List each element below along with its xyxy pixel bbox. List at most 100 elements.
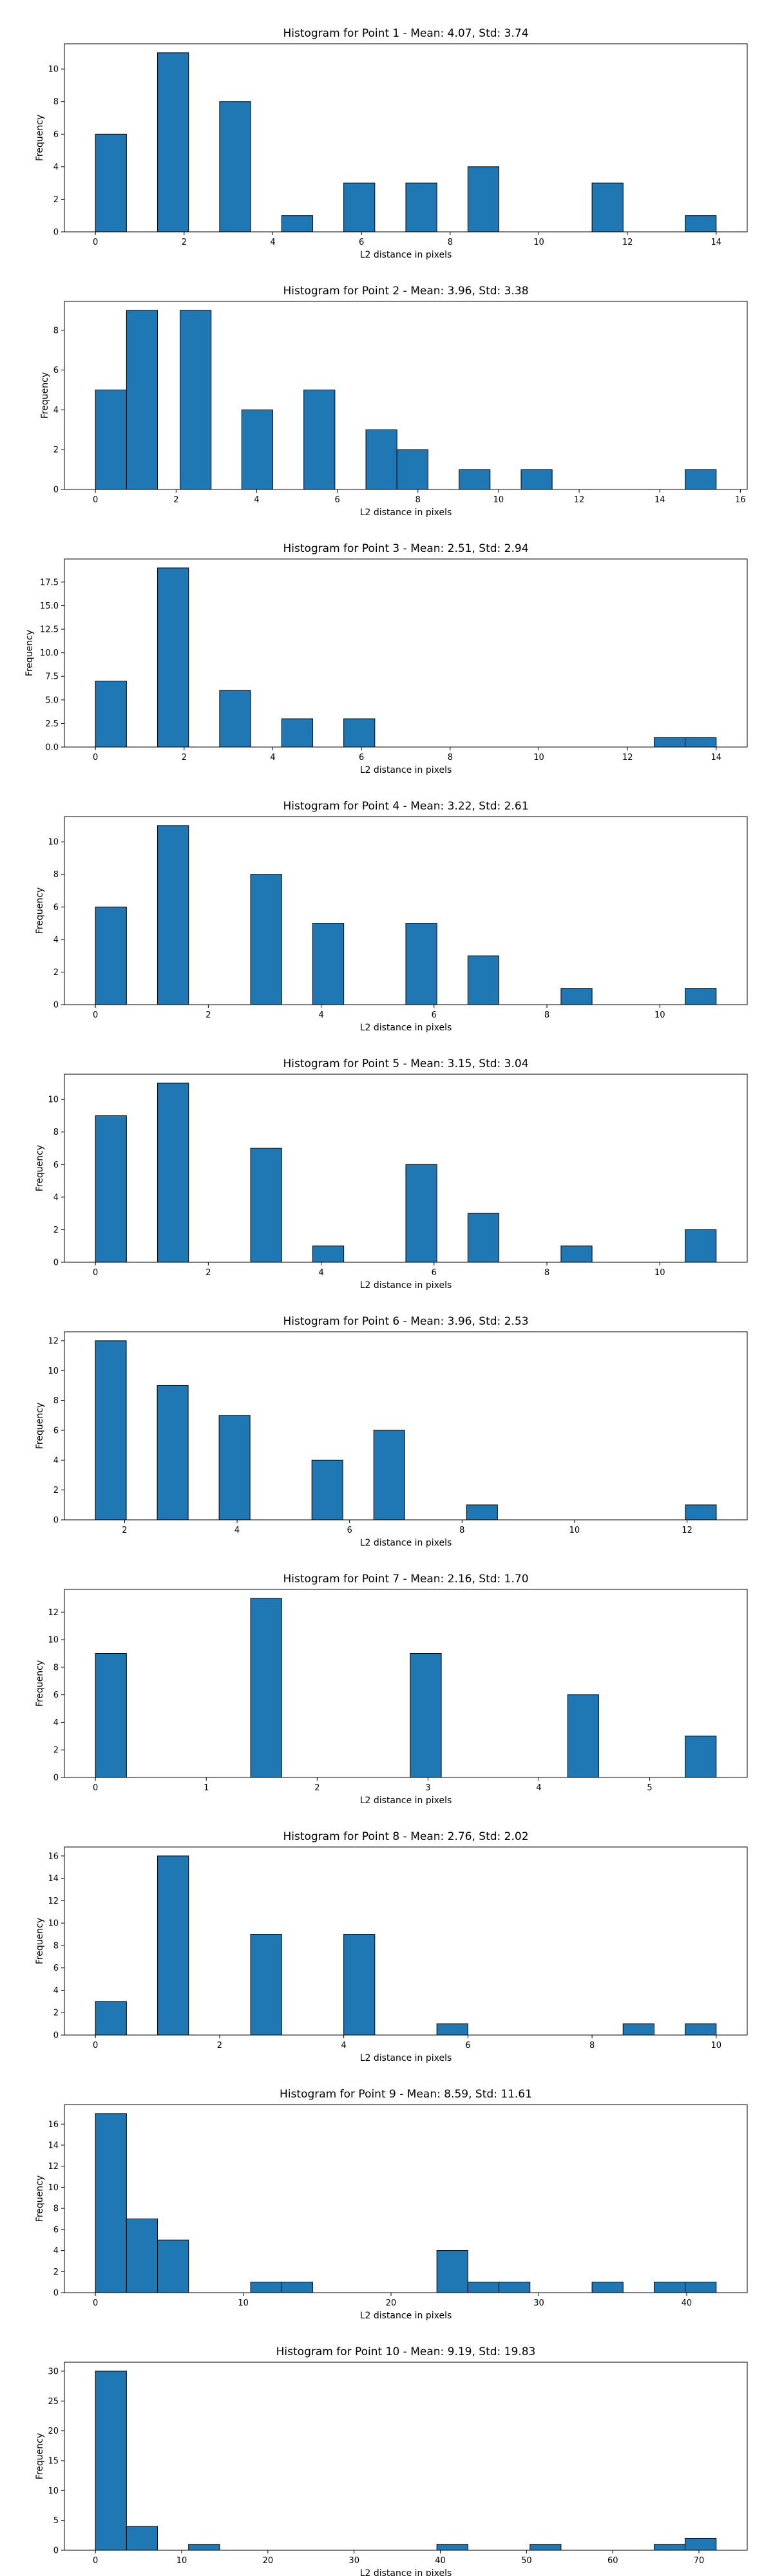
x-axis-label: L2 distance in pixels: [360, 1538, 452, 1548]
histogram-bar: [685, 989, 716, 1005]
histogram-bar: [312, 1246, 343, 1262]
x-tick-label: 0: [93, 2298, 98, 2308]
y-tick-label: 8: [53, 1396, 59, 1406]
histogram-bar: [521, 469, 552, 489]
y-tick-label: 12: [48, 2162, 59, 2172]
x-tick-label: 14: [711, 238, 722, 247]
y-tick-label: 5.0: [45, 696, 59, 705]
histogram-bar: [126, 2526, 157, 2550]
y-tick-label: 15.0: [40, 601, 59, 611]
y-tick-label: 6: [53, 903, 59, 913]
y-tick-label: 0: [53, 1774, 59, 1783]
plot-frame: [64, 2362, 747, 2550]
x-axis-label: L2 distance in pixels: [360, 250, 452, 260]
y-axis-label: Frequency: [35, 1403, 45, 1449]
y-tick-label: 12.5: [40, 625, 59, 635]
x-tick-label: 4: [341, 2041, 346, 2050]
chart-title: Histogram for Point 6 - Mean: 3.96, Std:…: [283, 1315, 528, 1328]
x-tick-label: 3: [425, 1783, 430, 1793]
y-tick-label: 10: [48, 1095, 59, 1105]
histogram-bar: [468, 2282, 499, 2293]
histogram-point-10: Histogram for Point 10 - Mean: 9.19, Std…: [35, 2345, 747, 2576]
histogram-bar: [312, 923, 343, 1005]
x-tick-label: 2: [173, 495, 178, 505]
x-tick-label: 6: [334, 495, 339, 505]
y-tick-label: 4: [53, 1456, 59, 1466]
x-tick-label: 12: [682, 1526, 692, 1535]
histogram-point-4: Histogram for Point 4 - Mean: 3.22, Std:…: [35, 800, 747, 1033]
histogram-bar: [344, 183, 375, 232]
x-axis-label: L2 distance in pixels: [360, 2568, 452, 2576]
y-axis-label: Frequency: [35, 1145, 45, 1191]
y-tick-label: 8: [53, 1941, 59, 1951]
histogram-bar: [406, 183, 437, 232]
histogram-bar: [654, 737, 685, 747]
chart-title: Histogram for Point 9 - Mean: 8.59, Std:…: [280, 2088, 532, 2101]
x-tick-label: 4: [270, 753, 275, 762]
chart-title: Histogram for Point 1 - Mean: 4.07, Std:…: [283, 27, 528, 40]
histogram-bar: [685, 1505, 716, 1520]
x-tick-label: 2: [182, 238, 187, 247]
x-tick-label: 10: [711, 2041, 722, 2050]
y-tick-label: 15: [48, 2456, 59, 2466]
y-tick-label: 20: [48, 2427, 59, 2436]
y-tick-label: 2.5: [45, 719, 59, 729]
y-tick-label: 6: [53, 1160, 59, 1170]
y-tick-label: 4: [53, 935, 59, 945]
histogram-bar: [685, 1736, 716, 1777]
x-tick-label: 10: [238, 2298, 249, 2308]
histogram-bar: [568, 1695, 598, 1777]
histogram-bar: [685, 2282, 716, 2293]
y-tick-label: 2: [53, 446, 59, 455]
y-tick-label: 2: [53, 195, 59, 205]
y-tick-label: 2: [53, 968, 59, 978]
histogram-bar: [499, 2282, 530, 2293]
x-tick-label: 0: [93, 1783, 98, 1793]
y-tick-label: 6: [53, 2225, 59, 2235]
chart-title: Histogram for Point 10 - Mean: 9.19, Std…: [276, 2345, 536, 2358]
histogram-bar: [158, 826, 189, 1005]
histogram-bar: [220, 690, 251, 747]
histogram-point-8: Histogram for Point 8 - Mean: 2.76, Std:…: [35, 1830, 747, 2063]
y-tick-label: 6: [53, 1690, 59, 1700]
x-tick-label: 0: [93, 2556, 98, 2566]
y-tick-label: 5: [53, 2516, 59, 2526]
histogram-bar: [95, 907, 126, 1005]
x-tick-label: 2: [182, 753, 187, 762]
x-tick-label: 30: [533, 2298, 544, 2308]
histogram-bar: [685, 737, 716, 747]
y-tick-label: 8: [53, 326, 59, 336]
y-tick-label: 0.0: [45, 743, 59, 753]
chart-title: Histogram for Point 8 - Mean: 2.76, Std:…: [283, 1830, 528, 1843]
x-tick-label: 0: [93, 495, 98, 505]
histogram-bar: [685, 216, 716, 232]
y-tick-label: 10: [48, 838, 59, 848]
x-tick-label: 10: [177, 2556, 187, 2566]
histogram-bar: [282, 216, 312, 232]
histogram-bar: [95, 2114, 126, 2293]
x-tick-label: 12: [574, 495, 585, 505]
y-tick-label: 12: [48, 1336, 59, 1346]
histogram-bar: [344, 719, 375, 747]
histogram-bar: [251, 1935, 282, 2035]
y-tick-label: 4: [53, 1718, 59, 1728]
x-tick-label: 8: [544, 1268, 549, 1278]
histogram-bar: [406, 923, 437, 1005]
y-tick-label: 6: [53, 366, 59, 375]
x-axis-label: L2 distance in pixels: [360, 1280, 452, 1291]
histogram-bar: [95, 1653, 126, 1777]
x-tick-label: 70: [694, 2556, 705, 2566]
y-tick-label: 7.5: [45, 672, 59, 682]
x-tick-label: 8: [415, 495, 421, 505]
x-tick-label: 10: [533, 238, 544, 247]
x-tick-label: 4: [270, 238, 275, 247]
x-tick-label: 12: [622, 753, 633, 762]
chart-title: Histogram for Point 7 - Mean: 2.16, Std:…: [283, 1573, 528, 1586]
histogram-point-9: Histogram for Point 9 - Mean: 8.59, Std:…: [35, 2088, 747, 2321]
y-tick-label: 10.0: [40, 649, 59, 658]
y-tick-label: 0: [53, 2031, 59, 2041]
histogram-bar: [95, 2002, 126, 2035]
histogram-bar: [406, 1164, 437, 1262]
histogram-bar: [242, 410, 272, 489]
x-tick-label: 0: [93, 2041, 98, 2050]
